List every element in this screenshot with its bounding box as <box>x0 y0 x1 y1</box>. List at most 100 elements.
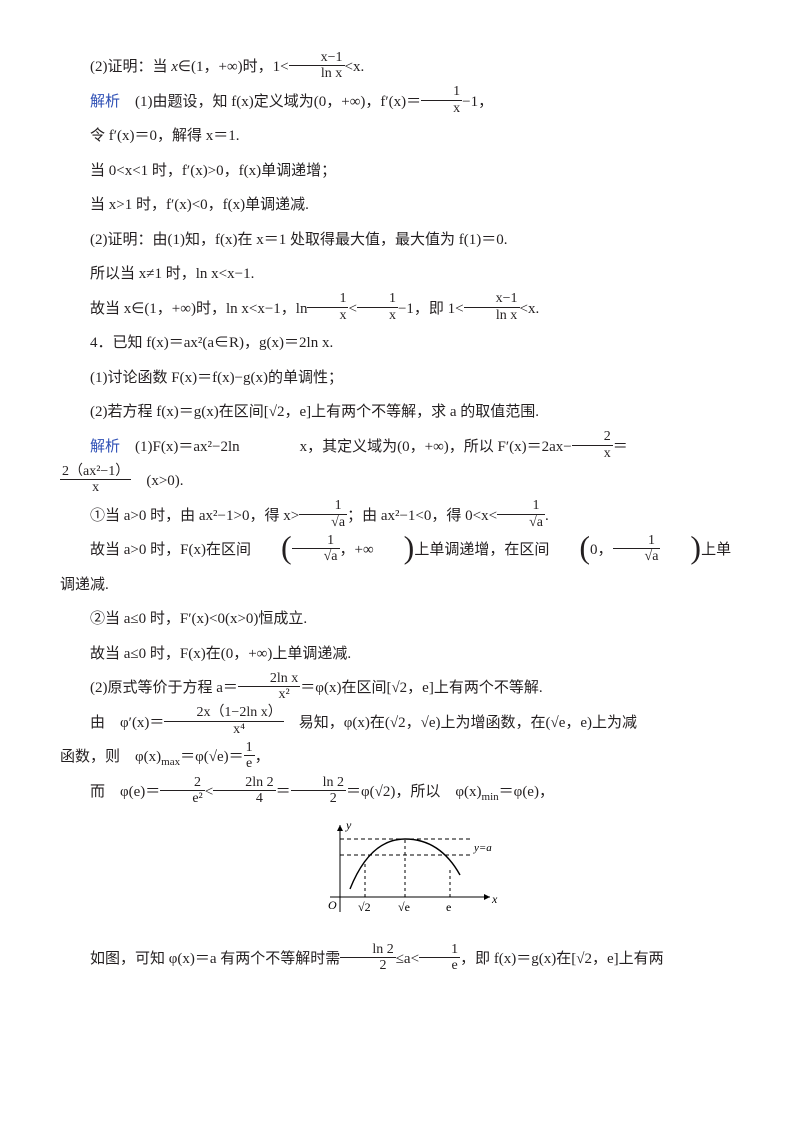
fraction: 1x <box>357 291 398 323</box>
text: ，即 f(x)＝g(x)在[√2，e]上有两 <box>460 951 664 967</box>
text: ＝ <box>276 784 291 800</box>
text: 易知，φ(x)在(√2，√e)上为增函数，在(√e，e)上为减 <box>284 715 637 731</box>
text: −1， <box>462 94 493 110</box>
text: (1)F(x)＝ax²−2ln x，其定义域为(0，+∞)，所以 F′(x)＝2… <box>120 439 572 455</box>
subscript-max: max <box>161 756 180 768</box>
xtick-label-1: √2 <box>358 900 371 914</box>
numerator: x−1 <box>289 50 345 66</box>
fraction: 1√a <box>497 498 545 530</box>
denominator: √a <box>292 549 340 564</box>
text: ；由 ax²−1<0，得 0<x< <box>347 508 497 524</box>
line-5: 当 x>1 时，f′(x)<0，f(x)单调递减. <box>60 188 740 223</box>
page: (2)证明：当 x∈(1，+∞)时，1<x−1ln x<x. 解析 (1)由题设… <box>0 0 800 1132</box>
text: 而 φ(e)＝ <box>90 784 160 800</box>
numerator: 2 <box>160 775 204 791</box>
fraction: 2x <box>572 429 613 461</box>
text: 由 φ′(x)＝ <box>90 715 164 731</box>
text: 函数，则 φ(x) <box>60 749 161 765</box>
text: −1，即 1< <box>398 301 464 317</box>
line-14: ①当 a>0 时，由 ax²−1>0，得 x>1√a；由 ax²−1<0，得 0… <box>60 499 740 534</box>
fraction: 1x <box>421 84 462 116</box>
text: . <box>545 508 549 524</box>
line-11: (2)若方程 f(x)＝g(x)在区间[√2，e]上有两个不等解，求 a 的取值… <box>60 395 740 430</box>
denominator: ln x <box>289 66 345 81</box>
denominator: x <box>572 446 613 461</box>
denominator: x <box>421 101 462 116</box>
fraction: x−1ln x <box>289 50 345 82</box>
text: < <box>348 301 356 317</box>
numerator: 1 <box>497 498 545 514</box>
line-8: 故当 x∈(1，+∞)时，ln x<x−1，ln1x<1x−1，即 1<x−1l… <box>60 292 740 327</box>
fraction: 2ln 24 <box>213 775 275 807</box>
text: 如图，可知 φ(x)＝a 有两个不等解时需 <box>90 951 340 967</box>
numerator: 1 <box>421 84 462 100</box>
xtick-label-3: e <box>446 900 451 914</box>
fraction: 1x <box>307 291 348 323</box>
origin-label: O <box>328 898 337 912</box>
line-17: 故当 a≤0 时，F(x)在(0，+∞)上单调递减. <box>60 637 740 672</box>
numerator: 2ln x <box>238 671 300 687</box>
line-16: ②当 a≤0 时，F′(x)<0(x>0)恒成立. <box>60 602 740 637</box>
text: <x. <box>345 59 365 75</box>
line-20: 函数，则 φ(x)max＝φ(√e)＝1e， <box>60 740 740 775</box>
denominator: e <box>419 958 460 973</box>
line-15: 故当 a>0 时，F(x)在区间(1√a，+∞)上单调递增，在区间(0，1√a)… <box>60 533 740 602</box>
text: ， <box>255 749 270 765</box>
text: ，+∞ <box>340 542 374 558</box>
fraction: ln 22 <box>291 775 346 807</box>
text: < <box>205 784 213 800</box>
text: (1)由题设，知 f(x)定义域为(0，+∞)，f′(x)＝ <box>120 94 421 110</box>
text: 故当 x∈(1，+∞)时，ln x<x−1，ln <box>90 301 307 317</box>
numerator: ln 2 <box>291 775 346 791</box>
line-22: 如图，可知 φ(x)＝a 有两个不等解时需ln 22≤a<1e，即 f(x)＝g… <box>60 942 740 977</box>
jiexi-label: 解析 <box>90 94 120 110</box>
text: (2)原式等价于方程 a＝ <box>90 680 238 696</box>
numerator: 1 <box>299 498 347 514</box>
text: 故当 a>0 时，F(x)在区间 <box>90 542 251 558</box>
numerator: 1 <box>419 942 460 958</box>
line-10: (1)讨论函数 F(x)＝f(x)−g(x)的单调性； <box>60 361 740 396</box>
fraction: ln 22 <box>340 942 395 974</box>
text: (2)证明：当 <box>90 59 171 75</box>
text: ∈(1，+∞)时，1< <box>178 59 289 75</box>
numerator: x−1 <box>464 291 520 307</box>
fraction: 1e <box>244 740 255 772</box>
phi-plot: x y O y=a √2 √e e <box>60 817 740 941</box>
text: 0， <box>590 542 613 558</box>
fraction: x−1ln x <box>464 291 520 323</box>
text: ≤a< <box>396 951 419 967</box>
denominator: e <box>244 756 255 771</box>
text: ①当 a>0 时，由 ax²−1>0，得 x> <box>90 508 299 524</box>
line-19: 由 φ′(x)＝2x（1−2ln x）x⁴ 易知，φ(x)在(√2，√e)上为增… <box>60 706 740 741</box>
text: ＝φ(e)， <box>499 784 554 800</box>
denominator: √a <box>497 515 545 530</box>
plot-svg: x y O y=a √2 √e e <box>300 817 500 927</box>
fraction: 2x（1−2ln x）x⁴ <box>164 705 283 737</box>
denominator: x <box>307 308 348 323</box>
numerator: 2（ax²−1） <box>60 464 131 480</box>
line-7: 所以当 x≠1 时，ln x<x−1. <box>60 257 740 292</box>
xtick-label-2: √e <box>398 900 410 914</box>
text: ＝φ(√2)，所以 φ(x) <box>346 784 482 800</box>
fraction: 1√a <box>299 498 347 530</box>
line-21: 而 φ(e)＝2e²<2ln 24＝ln 22＝φ(√2)，所以 φ(x)min… <box>60 775 740 810</box>
numerator: 2x（1−2ln x） <box>164 705 283 721</box>
line-3: 令 f′(x)＝0，解得 x＝1. <box>60 119 740 154</box>
numerator: 2 <box>572 429 613 445</box>
line-6: (2)证明：由(1)知，f(x)在 x＝1 处取得最大值，最大值为 f(1)＝0… <box>60 223 740 258</box>
denominator: x <box>60 480 131 495</box>
numerator: ln 2 <box>340 942 395 958</box>
text: (x>0). <box>146 473 183 489</box>
denominator: ln x <box>464 308 520 323</box>
denominator: 4 <box>213 791 275 806</box>
line-9: 4．已知 f(x)＝ax²(a∈R)，g(x)＝2ln x. <box>60 326 740 361</box>
text: ＝φ(√e)＝ <box>180 749 244 765</box>
denominator: e² <box>160 791 204 806</box>
fraction: 1√a <box>613 533 661 565</box>
line-4: 当 0<x<1 时，f′(x)>0，f(x)单调递增； <box>60 154 740 189</box>
numerator: 2ln 2 <box>213 775 275 791</box>
math-x: x <box>171 59 178 75</box>
line-1: (2)证明：当 x∈(1，+∞)时，1<x−1ln x<x. <box>60 50 740 85</box>
fraction: 2e² <box>160 775 204 807</box>
y-axis-label: y <box>345 818 352 832</box>
